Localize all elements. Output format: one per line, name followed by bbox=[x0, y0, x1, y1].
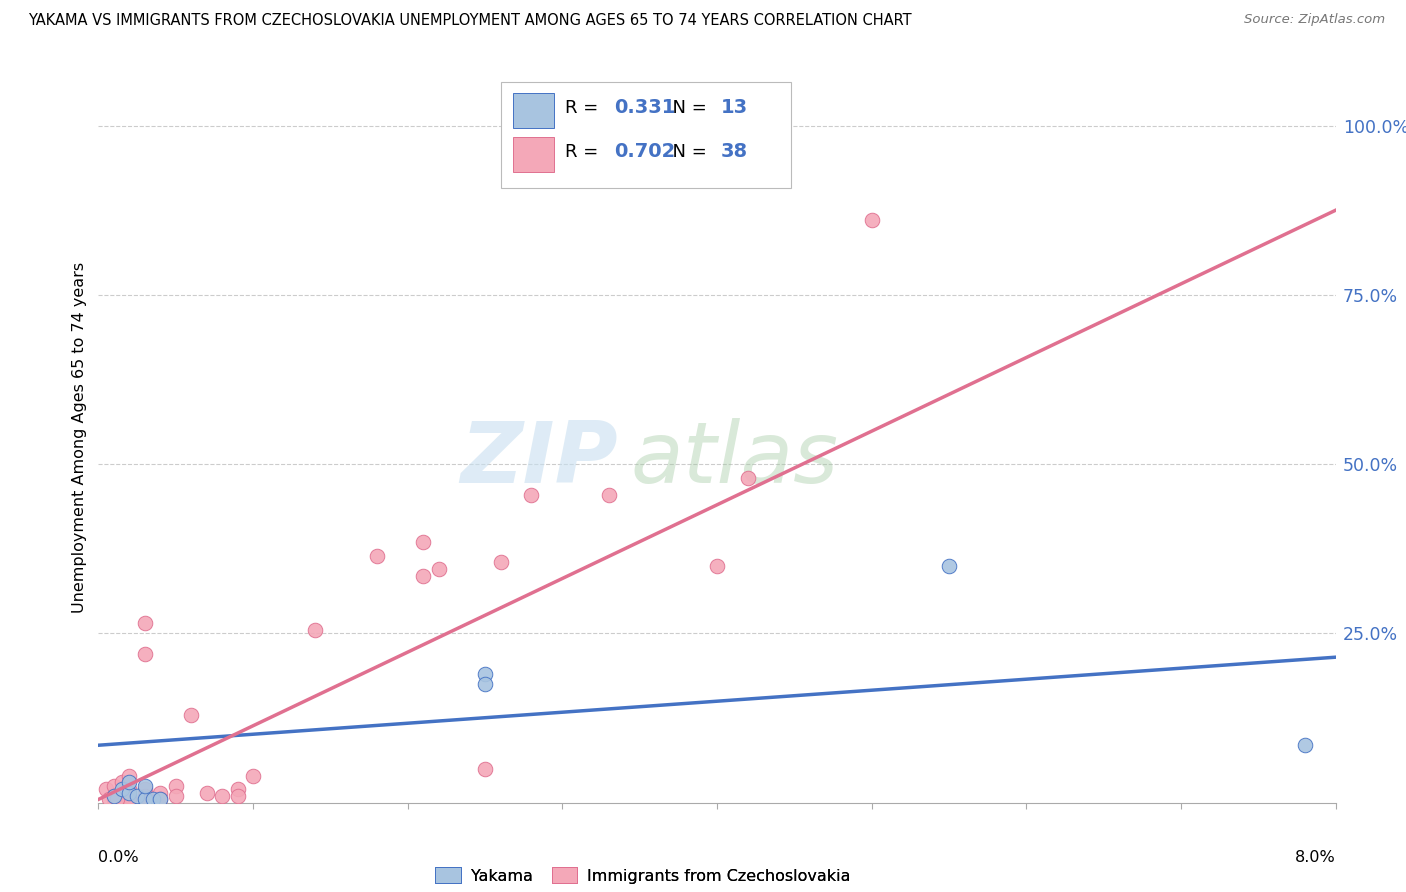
Text: Source: ZipAtlas.com: Source: ZipAtlas.com bbox=[1244, 13, 1385, 27]
Legend: Yakama, Immigrants from Czechoslovakia: Yakama, Immigrants from Czechoslovakia bbox=[429, 861, 856, 890]
Text: R =: R = bbox=[565, 143, 603, 161]
Point bbox=[134, 782, 156, 797]
Text: 8.0%: 8.0% bbox=[1295, 850, 1336, 865]
Point bbox=[165, 779, 187, 793]
Text: atlas: atlas bbox=[630, 417, 838, 500]
Text: 0.331: 0.331 bbox=[614, 98, 676, 118]
Text: 13: 13 bbox=[721, 98, 748, 118]
Text: 0.702: 0.702 bbox=[614, 143, 676, 161]
Text: 0.0%: 0.0% bbox=[98, 850, 139, 865]
Point bbox=[118, 786, 141, 800]
Point bbox=[118, 775, 141, 789]
Point bbox=[211, 789, 233, 803]
Point bbox=[149, 792, 172, 806]
Point bbox=[938, 558, 960, 573]
Point bbox=[598, 488, 620, 502]
Point bbox=[111, 782, 134, 797]
Point bbox=[103, 789, 125, 803]
Point bbox=[103, 779, 125, 793]
Point bbox=[98, 792, 121, 806]
Text: YAKAMA VS IMMIGRANTS FROM CZECHOSLOVAKIA UNEMPLOYMENT AMONG AGES 65 TO 74 YEARS : YAKAMA VS IMMIGRANTS FROM CZECHOSLOVAKIA… bbox=[28, 13, 911, 29]
Point bbox=[149, 786, 172, 800]
Point bbox=[118, 792, 141, 806]
Text: N =: N = bbox=[661, 99, 713, 117]
Point bbox=[304, 623, 326, 637]
Point bbox=[127, 789, 149, 803]
Point bbox=[226, 789, 249, 803]
Text: N =: N = bbox=[661, 143, 713, 161]
Y-axis label: Unemployment Among Ages 65 to 74 years: Unemployment Among Ages 65 to 74 years bbox=[72, 261, 87, 613]
Point bbox=[1294, 738, 1316, 752]
Point bbox=[226, 782, 249, 797]
Point bbox=[96, 782, 118, 797]
Point bbox=[134, 792, 156, 806]
Point bbox=[366, 549, 388, 563]
Point bbox=[118, 782, 141, 797]
Point bbox=[134, 779, 156, 793]
Point bbox=[860, 213, 883, 227]
Point bbox=[134, 616, 156, 631]
Point bbox=[474, 667, 496, 681]
Point bbox=[737, 471, 759, 485]
Point bbox=[118, 769, 141, 783]
Point bbox=[195, 786, 218, 800]
Text: R =: R = bbox=[565, 99, 603, 117]
Point bbox=[105, 792, 128, 806]
Point bbox=[118, 789, 141, 803]
Point bbox=[180, 707, 202, 722]
FancyBboxPatch shape bbox=[501, 82, 792, 188]
Point bbox=[142, 792, 165, 806]
Point bbox=[412, 569, 434, 583]
Point bbox=[134, 647, 156, 661]
Point bbox=[412, 535, 434, 549]
Text: ZIP: ZIP bbox=[460, 417, 619, 500]
FancyBboxPatch shape bbox=[513, 137, 554, 172]
FancyBboxPatch shape bbox=[513, 94, 554, 128]
Point bbox=[675, 119, 697, 133]
Point bbox=[489, 555, 512, 569]
Point bbox=[134, 789, 156, 803]
Point bbox=[706, 558, 728, 573]
Point bbox=[474, 762, 496, 776]
Point bbox=[165, 789, 187, 803]
Point bbox=[427, 562, 450, 576]
Point bbox=[520, 488, 543, 502]
Point bbox=[149, 792, 172, 806]
Point bbox=[242, 769, 264, 783]
Point bbox=[474, 677, 496, 691]
Point bbox=[103, 789, 125, 803]
Point bbox=[111, 775, 134, 789]
Point bbox=[103, 792, 125, 806]
Text: 38: 38 bbox=[721, 143, 748, 161]
